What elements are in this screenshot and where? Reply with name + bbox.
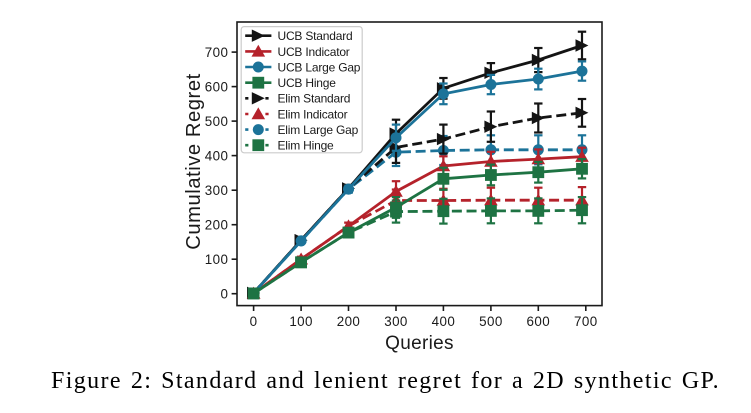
svg-text:600: 600 <box>527 314 551 329</box>
svg-text:0: 0 <box>250 314 258 329</box>
svg-text:700: 700 <box>205 45 229 60</box>
svg-text:600: 600 <box>205 79 229 94</box>
svg-text:UCB Indicator: UCB Indicator <box>278 45 350 59</box>
svg-text:UCB Standard: UCB Standard <box>278 29 353 43</box>
svg-text:Elim Large Gap: Elim Large Gap <box>278 123 359 137</box>
svg-text:Elim Indicator: Elim Indicator <box>278 107 348 121</box>
svg-text:500: 500 <box>205 114 229 129</box>
svg-text:100: 100 <box>205 252 229 267</box>
svg-text:100: 100 <box>289 314 313 329</box>
svg-text:UCB Large Gap: UCB Large Gap <box>278 60 361 74</box>
svg-text:Queries: Queries <box>385 333 454 354</box>
svg-text:UCB Hinge: UCB Hinge <box>278 76 337 90</box>
svg-text:400: 400 <box>432 314 456 329</box>
svg-text:300: 300 <box>384 314 408 329</box>
svg-text:700: 700 <box>574 314 598 329</box>
svg-text:200: 200 <box>205 218 229 233</box>
svg-text:Cumulative Regret: Cumulative Regret <box>183 73 205 250</box>
svg-text:300: 300 <box>205 183 229 198</box>
svg-text:500: 500 <box>479 314 503 329</box>
svg-text:0: 0 <box>220 287 228 302</box>
svg-text:200: 200 <box>337 314 361 329</box>
svg-text:Figure 2: Standard and lenient: Figure 2: Standard and lenient regret fo… <box>51 368 720 394</box>
svg-text:Elim Hinge: Elim Hinge <box>278 139 335 153</box>
svg-text:400: 400 <box>205 148 229 163</box>
svg-text:Elim Standard: Elim Standard <box>278 92 351 106</box>
